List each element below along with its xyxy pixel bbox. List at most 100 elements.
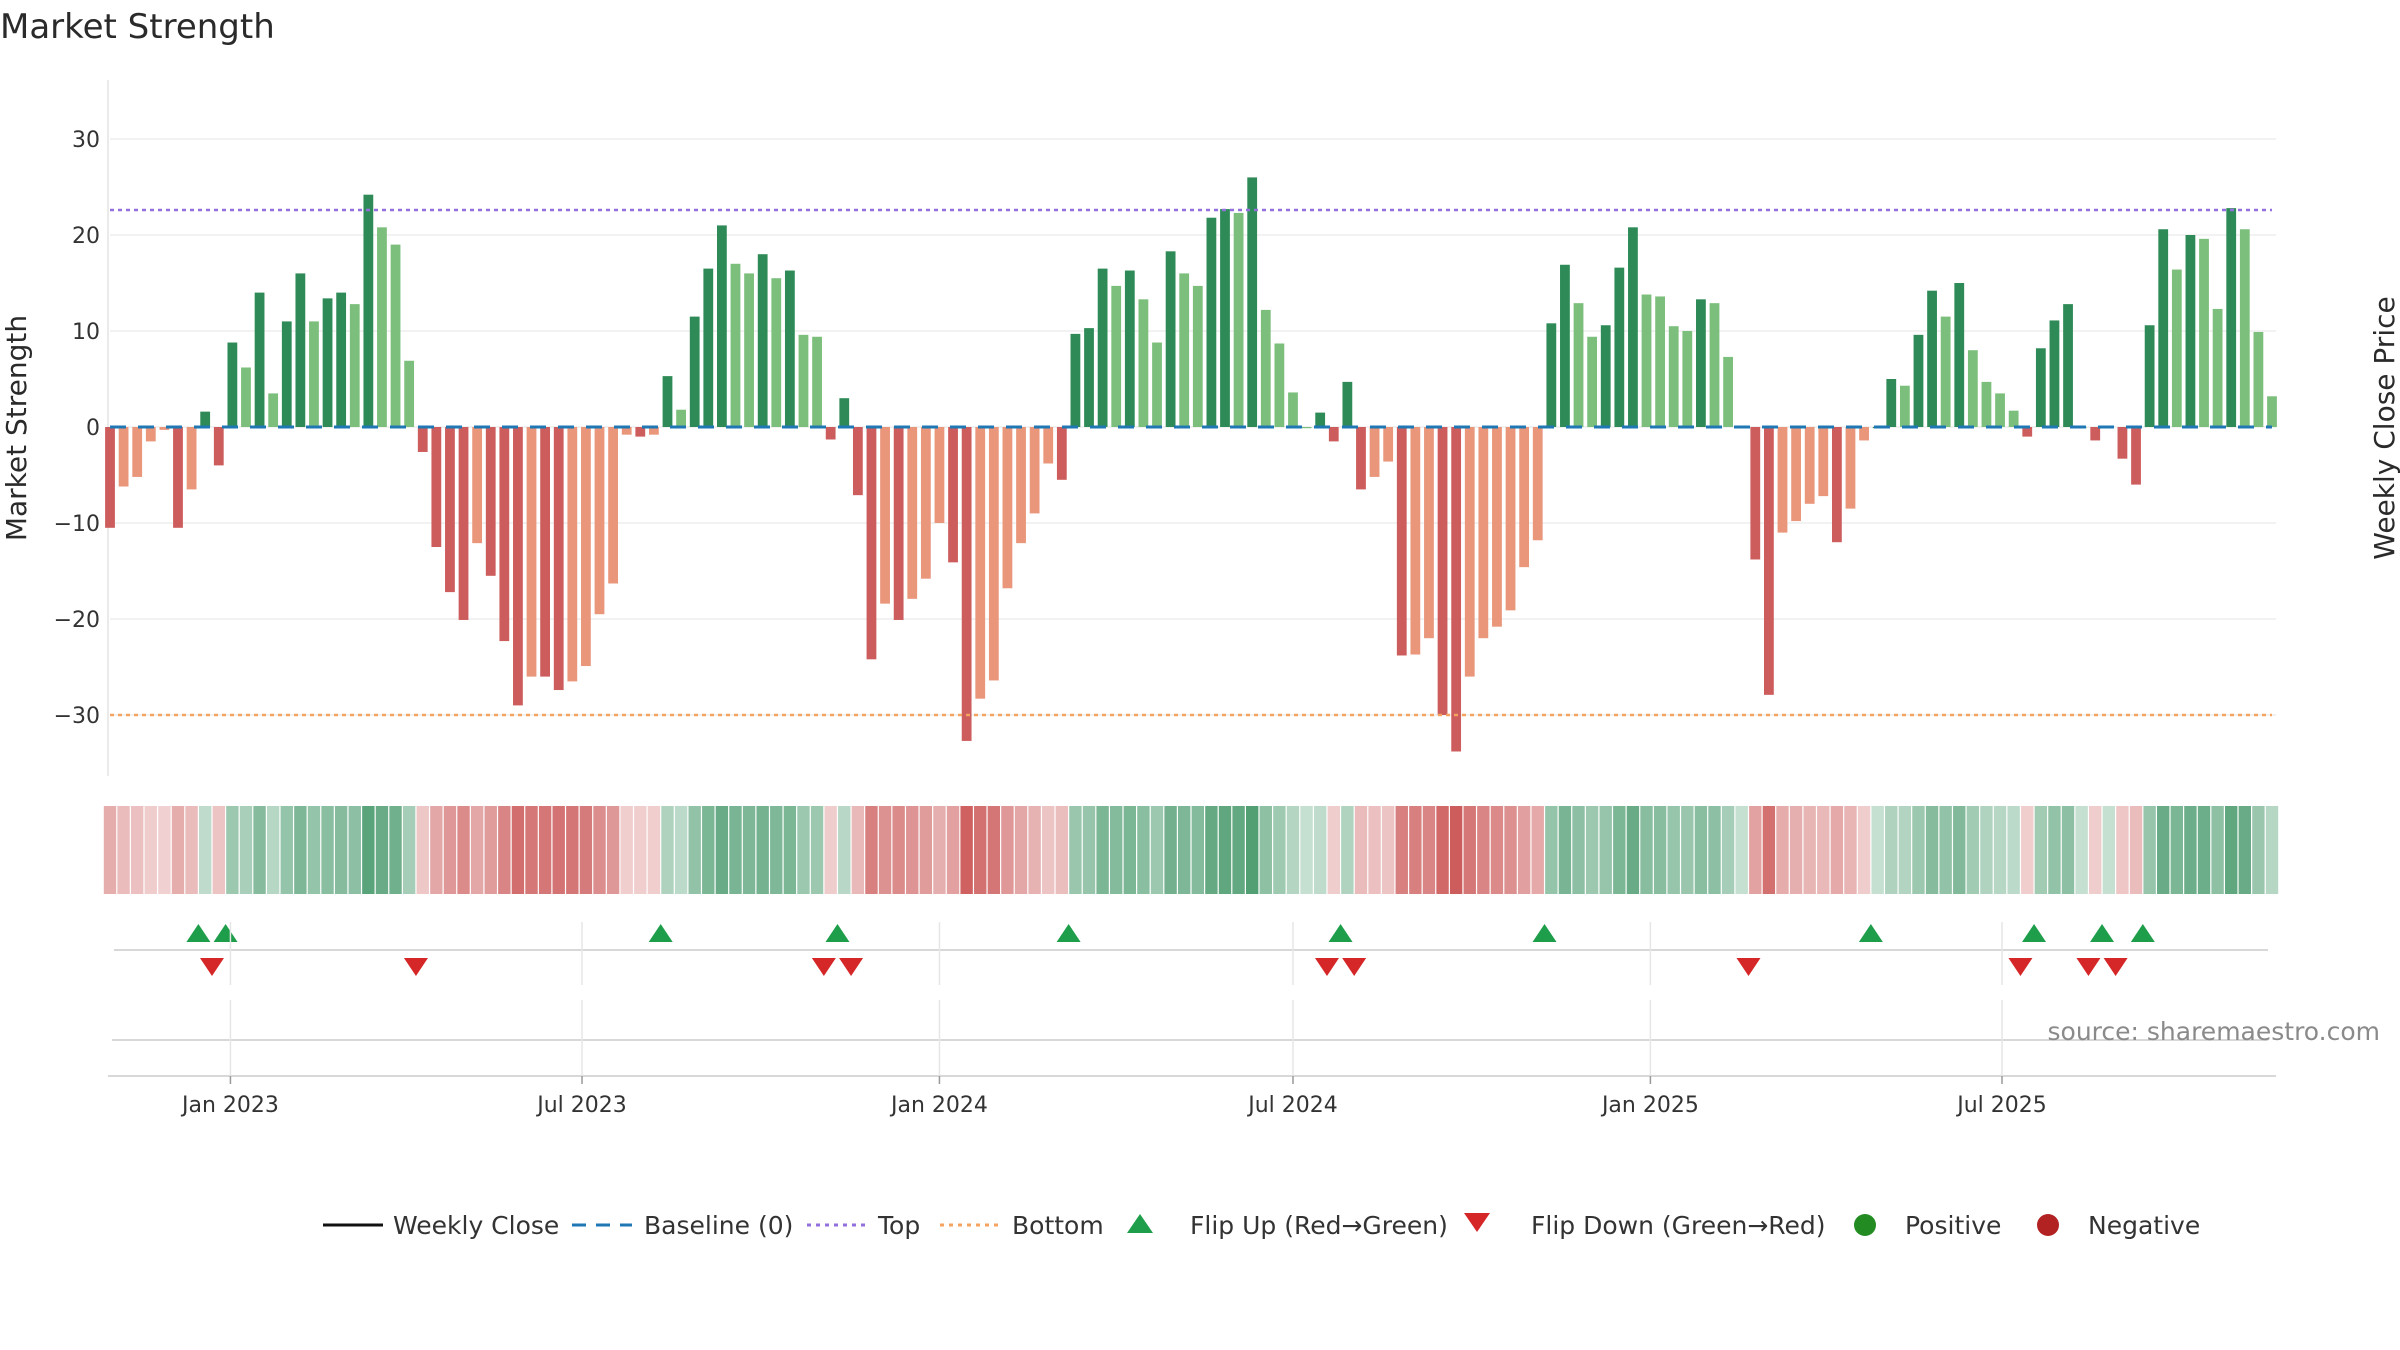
strip-cell <box>1422 806 1436 894</box>
strength-bar <box>1424 427 1434 639</box>
strip-cell <box>1490 806 1504 894</box>
strip-cell <box>1409 806 1422 894</box>
strength-bar <box>1342 381 1353 427</box>
strip-cell <box>634 806 647 894</box>
strip-cell <box>974 806 987 894</box>
flip-up-marker <box>2022 924 2047 942</box>
strip-cell <box>1164 806 1177 894</box>
left-tick-label: −30 <box>54 704 100 729</box>
strip-cell <box>1762 806 1776 894</box>
strip-cell <box>1069 806 1082 894</box>
strength-bar <box>1899 385 1910 427</box>
strip-cell <box>1286 806 1300 894</box>
strip-cell <box>2102 806 2116 894</box>
strength-bar <box>1967 350 1978 427</box>
left-tick-label: 10 <box>72 320 100 345</box>
strip-cell <box>1218 806 1232 894</box>
strip-cell <box>919 806 933 894</box>
strip-cell <box>144 806 157 894</box>
strip-cell <box>511 806 525 894</box>
strip-cell <box>158 806 171 894</box>
strength-color-strip <box>103 806 2279 894</box>
strip-cell <box>1939 806 1952 894</box>
strength-bar <box>1437 427 1448 715</box>
left-axis-title: Market Strength <box>0 315 33 541</box>
strength-bars <box>105 177 2277 752</box>
strength-bar <box>268 393 279 427</box>
strength-bar <box>377 227 387 427</box>
strength-bar <box>1478 427 1489 639</box>
legend-top: Top <box>877 1211 920 1240</box>
strength-bar <box>839 398 850 427</box>
strip-cell <box>443 806 457 894</box>
strength-bar <box>540 427 551 677</box>
x-axis: Jan 2023 Jul 2023 Jan 2024 Jul 2024 Jan 2025… <box>108 922 2276 1118</box>
strip-cell <box>1545 806 1558 894</box>
strength-bar <box>485 427 496 576</box>
strength-bar <box>1519 427 1530 568</box>
level-lines <box>110 208 2272 717</box>
legend-baseline: Baseline (0) <box>644 1211 793 1240</box>
strip-cell <box>1667 806 1680 894</box>
strip-cell <box>2048 806 2061 894</box>
left-y-ticks: 30 20 10 0 −10 −20 −30 <box>54 128 100 729</box>
strip-cell <box>1953 806 1966 894</box>
strip-cell <box>1830 806 1844 894</box>
strength-bar <box>649 427 659 435</box>
strength-bar <box>1274 343 1285 427</box>
strength-bar <box>1016 427 1026 544</box>
strength-bar <box>716 225 727 427</box>
strip-cell <box>117 806 130 894</box>
strip-cell <box>1966 806 1980 894</box>
strength-bar <box>1084 328 1094 427</box>
strip-cell <box>2075 806 2088 894</box>
strength-bar <box>553 427 564 691</box>
strength-bar <box>1043 427 1054 464</box>
strip-cell <box>239 806 253 894</box>
strip-cell <box>1871 806 1884 894</box>
strength-bar <box>1981 381 1992 427</box>
strip-cell <box>1653 806 1667 894</box>
strength-bar <box>757 254 768 427</box>
flip-down-marker <box>2103 958 2128 976</box>
strip-cell <box>1123 806 1137 894</box>
strip-cell <box>1178 806 1191 894</box>
strength-bar <box>1328 427 1339 442</box>
strip-cell <box>198 806 212 894</box>
strength-bar <box>2185 235 2196 427</box>
legend-flip-up-icon <box>1127 1214 1153 1233</box>
strip-cell <box>470 806 484 894</box>
strip-cell <box>1055 806 1069 894</box>
strip-cell <box>2007 806 2020 894</box>
strength-bar <box>784 270 795 427</box>
strength-bar <box>322 298 333 427</box>
strip-cell <box>674 806 688 894</box>
strip-cell <box>2157 806 2170 894</box>
strip-cell <box>1245 806 1259 894</box>
strip-cell <box>2252 806 2265 894</box>
strip-cell <box>1001 806 1014 894</box>
strip-cell <box>742 806 756 894</box>
left-tick-label: −10 <box>54 512 100 537</box>
strength-bar <box>472 427 483 544</box>
strip-cell <box>620 806 633 894</box>
strength-bar <box>2090 427 2101 441</box>
strip-cell <box>1626 806 1640 894</box>
strip-cell <box>1694 806 1708 894</box>
strip-cell <box>1449 806 1463 894</box>
strength-bar <box>1682 331 1693 427</box>
strip-cell <box>1749 806 1762 894</box>
strip-cell <box>1082 806 1096 894</box>
strip-cell <box>185 806 198 894</box>
strength-bar <box>2212 308 2223 427</box>
strip-cell <box>1993 806 2007 894</box>
strip-cell <box>266 806 280 894</box>
strength-bar <box>1532 427 1543 541</box>
left-tick-label: −20 <box>54 608 100 633</box>
strength-bar <box>309 321 319 427</box>
strength-bar <box>2158 229 2169 427</box>
strength-bar <box>1152 342 1162 427</box>
strength-bar <box>1383 427 1394 462</box>
strength-bar <box>1179 273 1190 427</box>
strip-cell <box>1341 806 1354 894</box>
